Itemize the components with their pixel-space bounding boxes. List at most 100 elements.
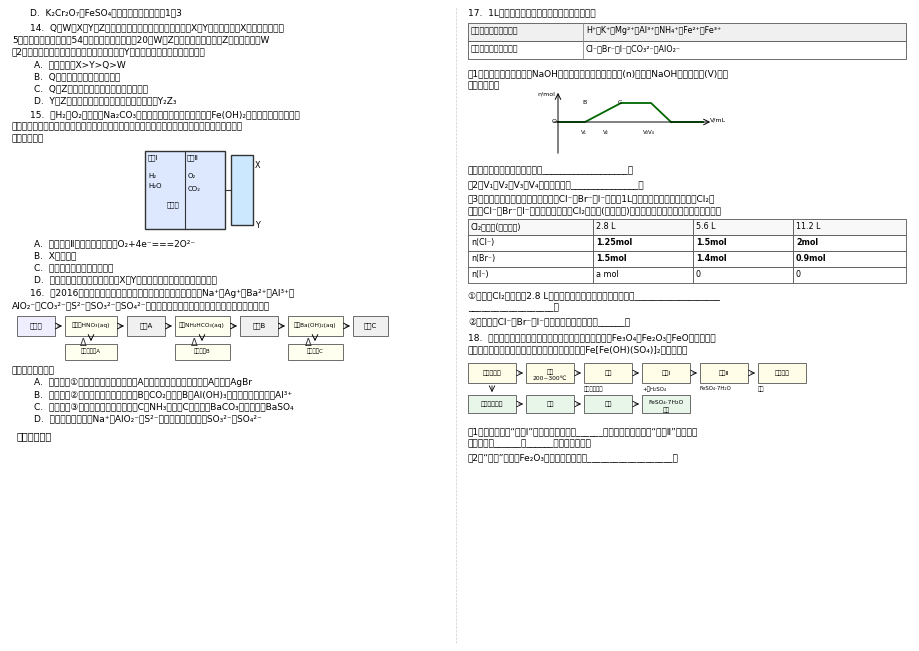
Bar bbox=[468, 363, 516, 383]
Bar bbox=[468, 41, 905, 59]
Text: C.  电解池中的电解质为熈盐水: C. 电解池中的电解质为熈盐水 bbox=[34, 263, 113, 272]
Text: n(Br⁻): n(Br⁻) bbox=[471, 254, 494, 263]
Text: 操作Ⅰ: 操作Ⅰ bbox=[661, 370, 670, 376]
Text: （1）实验室实现“操作Ⅰ”所用的玻璃器具有______，玻璃棒和烧杯等，“操作Ⅱ”系列操作: （1）实验室实现“操作Ⅰ”所用的玻璃器具有______，玻璃棒和烧杯等，“操作Ⅱ… bbox=[468, 427, 698, 436]
Text: n(I⁻): n(I⁻) bbox=[471, 270, 488, 279]
Text: 二、非选择题: 二、非选择题 bbox=[17, 431, 52, 441]
Text: 1.4mol: 1.4mol bbox=[696, 254, 726, 263]
Text: 高脫黎膏酸铁: 高脫黎膏酸铁 bbox=[481, 401, 503, 407]
Text: A.  原子半径：X>Y>Q>W: A. 原子半径：X>Y>Q>W bbox=[34, 60, 126, 69]
Text: 硫铁矿烧渣: 硫铁矿烧渣 bbox=[482, 370, 501, 376]
Bar bbox=[792, 251, 905, 267]
Bar bbox=[792, 235, 905, 251]
Bar bbox=[792, 267, 905, 283]
Text: A.  根据实验①中的现象可以推出，气体A一定是纯净物，淡黄色沉淠A一定是AgBr: A. 根据实验①中的现象可以推出，气体A一定是纯净物，淡黄色沉淠A一定是AgBr bbox=[34, 378, 252, 387]
Text: 1.25mol: 1.25mol bbox=[596, 238, 631, 247]
Text: 成品: 成品 bbox=[757, 386, 764, 392]
Text: 反应Ⅱ: 反应Ⅱ bbox=[718, 370, 729, 376]
Text: ___________________。: ___________________。 bbox=[468, 303, 558, 312]
Text: 白色沉淠C: 白色沉淠C bbox=[306, 348, 323, 353]
Text: 1.5mol: 1.5mol bbox=[696, 238, 726, 247]
Bar bbox=[699, 363, 747, 383]
Text: 混合物: 混合物 bbox=[29, 322, 42, 329]
Text: B.  根据实验②中的现象可以推出，气体B是CO₂，沉淠B是Al(OH)₃，原溶液中一定含有Al³⁺: B. 根据实验②中的现象可以推出，气体B是CO₂，沉淠B是Al(OH)₃，原溶液… bbox=[34, 390, 292, 399]
Text: Cl₂的体积(标准状况): Cl₂的体积(标准状况) bbox=[471, 222, 521, 231]
Text: B.  X是铁电极: B. X是铁电极 bbox=[34, 251, 76, 260]
Text: 可能大量含有的阳离子: 可能大量含有的阳离子 bbox=[471, 26, 518, 35]
Text: 0: 0 bbox=[696, 270, 700, 279]
Text: 15.  以H₂、O₂，熔融盐Na₂CO₃组成燃料电池，采用电解法制备Fe(OH)₂，装置如右图所示，其: 15. 以H₂、O₂，熔融盐Na₂CO₃组成燃料电池，采用电解法制备Fe(OH)… bbox=[30, 110, 300, 119]
Text: 2mol: 2mol bbox=[795, 238, 817, 247]
Text: 5种元素核电荷数之和为54，最外层电子数之和为20。W、Z最外层电子数相同，Z的核电荷数是W: 5种元素核电荷数之和为54，最外层电子数之和为20。W、Z最外层电子数相同，Z的… bbox=[12, 35, 269, 44]
Bar bbox=[593, 219, 692, 235]
Text: （1）往该溶液中逐滴加入NaOH溶液，产生沉淠的物质的量(n)与加入NaOH溶液的体积(V)的关: （1）往该溶液中逐滴加入NaOH溶液，产生沉淠的物质的量(n)与加入NaOH溶液… bbox=[468, 69, 728, 78]
Text: 石墨Ⅱ: 石墨Ⅱ bbox=[187, 154, 199, 161]
Bar bbox=[593, 235, 692, 251]
Text: V₁: V₁ bbox=[581, 130, 586, 135]
Text: 14.  Q、W、X、Y、Z是原子序数依次增大的短周期元素，X、Y是金属元素，X的焰色呈黄色。: 14. Q、W、X、Y、Z是原子序数依次增大的短周期元素，X、Y是金属元素，X的… bbox=[30, 23, 284, 32]
Bar bbox=[526, 395, 573, 413]
Text: 11.2 L: 11.2 L bbox=[795, 222, 820, 231]
Text: 白色沉淠B: 白色沉淠B bbox=[194, 348, 210, 353]
Text: 气体C: 气体C bbox=[363, 322, 376, 329]
Bar bbox=[240, 316, 278, 336]
Text: V₂: V₂ bbox=[602, 130, 608, 135]
Text: 5.6 L: 5.6 L bbox=[696, 222, 715, 231]
Text: 0.9mol: 0.9mol bbox=[795, 254, 826, 263]
Text: 下列说法正确的是: 下列说法正确的是 bbox=[12, 366, 55, 375]
Text: 2.8 L: 2.8 L bbox=[596, 222, 615, 231]
Text: 说法正确的是: 说法正确的是 bbox=[12, 134, 44, 143]
Text: 反应: 反应 bbox=[604, 401, 611, 407]
Text: V₃V₄: V₃V₄ bbox=[642, 130, 654, 135]
Bar bbox=[593, 267, 692, 283]
Text: H⁺、K⁺、Mg²⁺、Al³⁺、NH₄⁺、Fe²⁺、Fe³⁺: H⁺、K⁺、Mg²⁺、Al³⁺、NH₄⁺、Fe²⁺、Fe³⁺ bbox=[585, 26, 720, 35]
Text: FeSO₄·7H₂O: FeSO₄·7H₂O bbox=[648, 400, 683, 405]
Text: 系如图所示。: 系如图所示。 bbox=[468, 81, 500, 90]
Text: O: O bbox=[551, 119, 556, 124]
Bar bbox=[145, 151, 225, 229]
Text: 1.5mol: 1.5mol bbox=[596, 254, 626, 263]
Text: FeSO₄·7H₂O: FeSO₄·7H₂O bbox=[699, 386, 732, 391]
Bar bbox=[757, 363, 805, 383]
Text: 的2倍。工业上一般通过电解氧化物的方法获得Y的单质。则下列说法不正确的是: 的2倍。工业上一般通过电解氧化物的方法获得Y的单质。则下列说法不正确的是 bbox=[12, 47, 206, 56]
Text: 过量NH₄HCO₃(aq): 过量NH₄HCO₃(aq) bbox=[179, 322, 224, 327]
Text: Δ: Δ bbox=[190, 338, 197, 348]
Bar bbox=[584, 363, 631, 383]
Text: a mol: a mol bbox=[596, 270, 618, 279]
Text: 则该溶液中一定不含有的离子是___________________。: 则该溶液中一定不含有的离子是___________________。 bbox=[468, 166, 633, 175]
Text: 熔融盐: 熔融盐 bbox=[167, 201, 179, 208]
Text: CO₂: CO₂ bbox=[187, 186, 200, 192]
Text: ②原溶液中Cl⁻、Br⁻、I⁻的物质的量浓度之比为______。: ②原溶液中Cl⁻、Br⁻、I⁻的物质的量浓度之比为______。 bbox=[468, 317, 630, 326]
Bar bbox=[792, 219, 905, 235]
Text: 溶液中Cl⁻、Br⁻、I⁻的物质的量与通入Cl₂的体积(标准状况)的关系如表所示，分析后回答下列问题: 溶液中Cl⁻、Br⁻、I⁻的物质的量与通入Cl₂的体积(标准状况)的关系如表所示… bbox=[468, 206, 721, 215]
Bar bbox=[468, 23, 905, 41]
Text: A.  石墨电极Ⅱ处的电极反应式为O₂+4e⁻===2O²⁻: A. 石墨电极Ⅱ处的电极反应式为O₂+4e⁻===2O²⁻ bbox=[34, 239, 195, 248]
Text: 蛋发干燥: 蛋发干燥 bbox=[774, 370, 789, 376]
Text: 可能大量含有的阴离子: 可能大量含有的阴离子 bbox=[471, 44, 518, 53]
Bar bbox=[288, 316, 343, 336]
Text: 淡黄色沉淠A: 淡黄色沉淠A bbox=[81, 348, 101, 353]
Bar bbox=[175, 344, 230, 360]
Bar bbox=[692, 219, 792, 235]
Bar bbox=[353, 316, 388, 336]
Bar bbox=[127, 316, 165, 336]
Text: +稀H₂SO₄: +稀H₂SO₄ bbox=[641, 386, 665, 392]
Text: 气体B: 气体B bbox=[252, 322, 266, 329]
Text: 成品: 成品 bbox=[662, 407, 669, 413]
Text: B: B bbox=[582, 100, 585, 105]
Text: （2）“酸消”过程中Fe₂O₃溮解的化学方程式___________________。: （2）“酸消”过程中Fe₂O₃溮解的化学方程式_________________… bbox=[468, 453, 678, 462]
Text: D.  Y和Z的简单离子不能在水中化合形成化合物Y₂Z₃: D. Y和Z的简单离子不能在水中化合形成化合物Y₂Z₃ bbox=[34, 96, 176, 105]
Bar bbox=[231, 155, 253, 225]
Text: 16.  （2016温州第二外国语学校）某水中可能存在的离子如下：Na⁺、Ag⁺、Ba²⁺、Al³⁺、: 16. （2016温州第二外国语学校）某水中可能存在的离子如下：Na⁺、Ag⁺、… bbox=[30, 289, 294, 298]
Text: H₂: H₂ bbox=[148, 173, 156, 179]
Text: C: C bbox=[618, 100, 621, 105]
Text: 酸消: 酸消 bbox=[546, 369, 553, 374]
Bar bbox=[468, 219, 593, 235]
Bar bbox=[65, 316, 117, 336]
Text: 过滤: 过滤 bbox=[604, 370, 611, 376]
Bar bbox=[468, 395, 516, 413]
Text: 过滤: 过滤 bbox=[546, 401, 553, 407]
Text: H₂O: H₂O bbox=[148, 183, 162, 189]
Text: 等。下面以硫铁矿烧渣制备高清洁水平起拧黎膏酸Fe[Fe(OH)(SO₄)]₂的流程图：: 等。下面以硫铁矿烧渣制备高清洁水平起拧黎膏酸Fe[Fe(OH)(SO₄)]₂的流… bbox=[468, 345, 687, 354]
Bar bbox=[641, 363, 689, 383]
